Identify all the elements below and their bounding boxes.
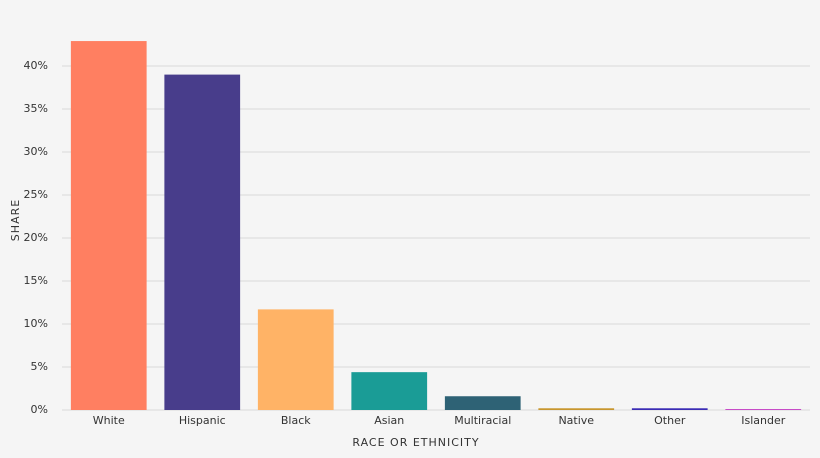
bar bbox=[257, 309, 334, 410]
bar bbox=[351, 372, 428, 410]
x-axis-title: RACE OR ETHNICITY bbox=[352, 436, 479, 449]
bar bbox=[631, 408, 708, 410]
y-tick-label: 10% bbox=[24, 317, 48, 330]
y-tick-label: 15% bbox=[24, 274, 48, 287]
y-tick-label: 0% bbox=[31, 403, 48, 416]
x-tick-label: Hispanic bbox=[179, 414, 226, 427]
y-tick-label: 25% bbox=[24, 188, 48, 201]
x-tick-label: Black bbox=[281, 414, 311, 427]
x-tick-label: White bbox=[93, 414, 125, 427]
bar bbox=[725, 409, 802, 410]
x-tick-label: Other bbox=[654, 414, 686, 427]
y-tick-label: 40% bbox=[24, 59, 48, 72]
bar bbox=[444, 396, 521, 410]
y-tick-label: 20% bbox=[24, 231, 48, 244]
x-tick-label: Multiracial bbox=[454, 414, 511, 427]
x-tick-label: Asian bbox=[374, 414, 404, 427]
x-tick-label: Native bbox=[558, 414, 594, 427]
y-axis-title: SHARE bbox=[9, 199, 22, 241]
bar bbox=[70, 41, 147, 411]
bar bbox=[538, 408, 615, 410]
y-tick-label: 5% bbox=[31, 360, 48, 373]
y-tick-label: 35% bbox=[24, 102, 48, 115]
y-tick-label: 30% bbox=[24, 145, 48, 158]
bar bbox=[164, 74, 241, 410]
x-tick-label: Islander bbox=[741, 414, 785, 427]
